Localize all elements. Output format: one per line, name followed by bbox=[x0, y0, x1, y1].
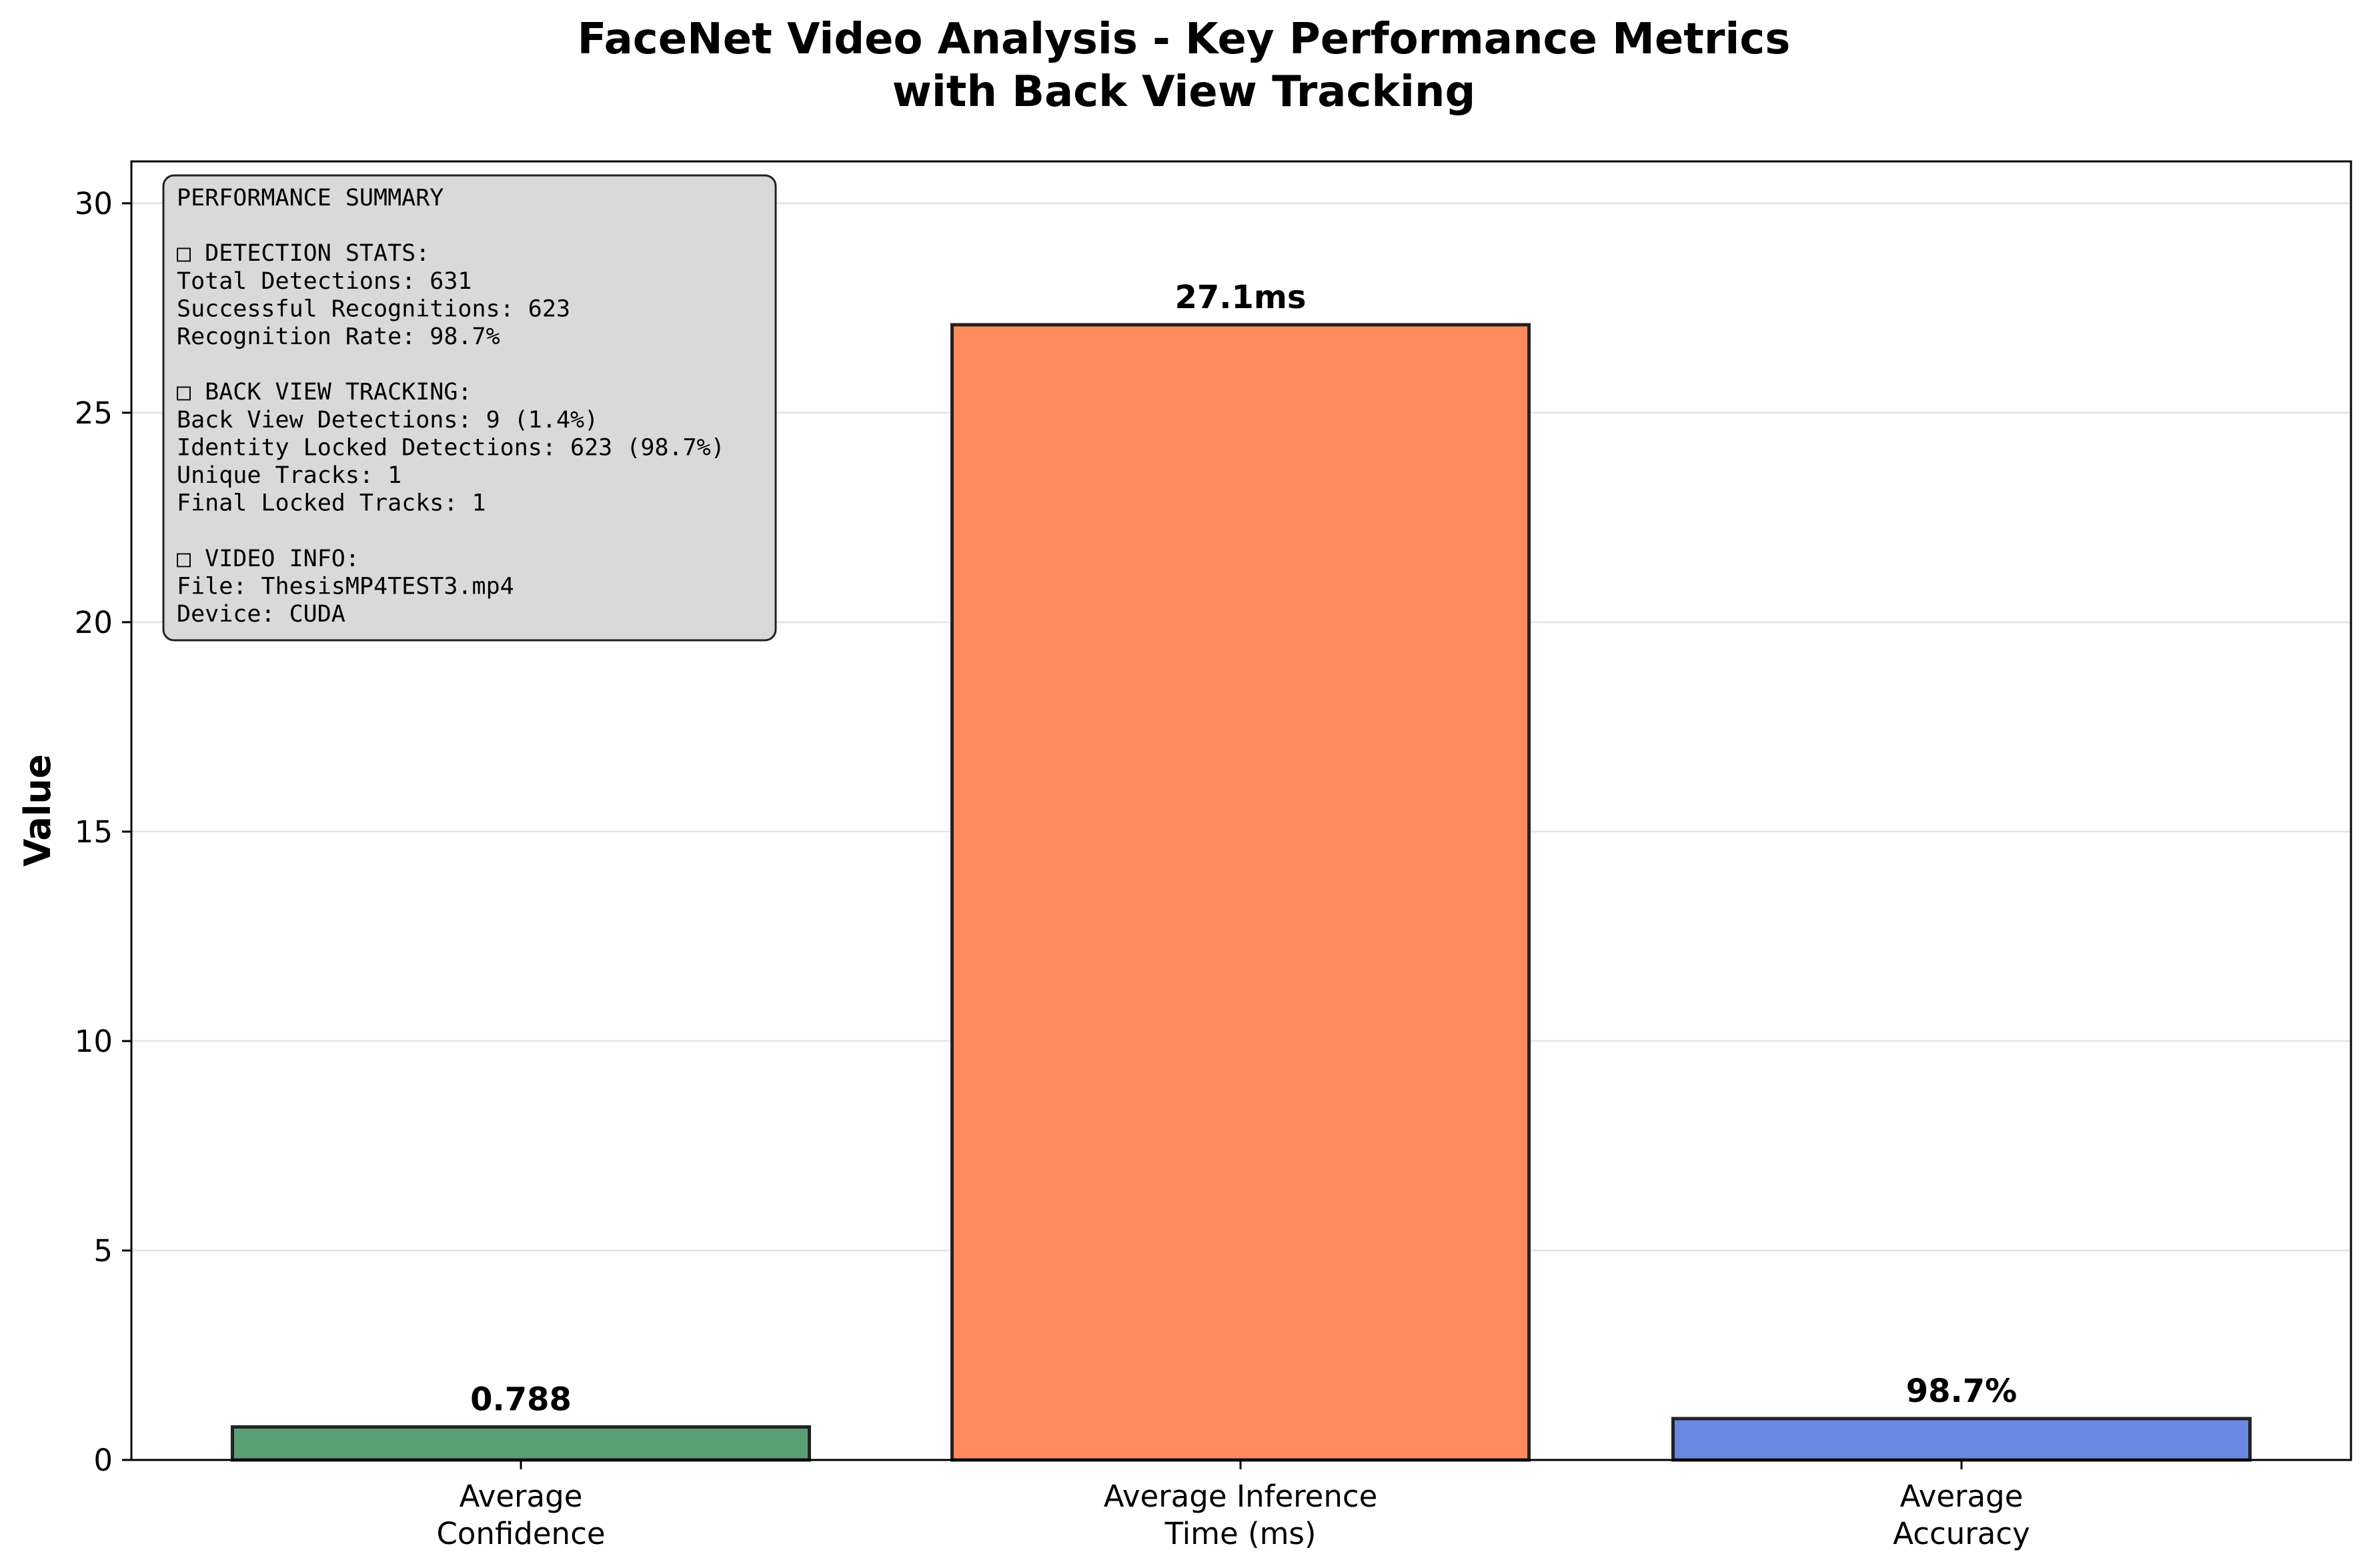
summary-line: □ VIDEO INFO: bbox=[177, 546, 359, 572]
y-tick-label: 5 bbox=[93, 1233, 113, 1269]
y-tick-label: 10 bbox=[75, 1024, 113, 1059]
y-axis-label: Value bbox=[17, 754, 59, 867]
x-tick-label: Average Inference bbox=[1104, 1479, 1378, 1514]
x-tick-label: Accuracy bbox=[1893, 1516, 2030, 1551]
bar-2 bbox=[950, 323, 1531, 1462]
summary-line: Back View Detections: 9 (1.4%) bbox=[177, 407, 598, 434]
summary-line: □ BACK VIEW TRACKING: bbox=[177, 379, 472, 406]
x-tick-label: Average bbox=[460, 1479, 583, 1514]
summary-line: Identity Locked Detections: 623 (98.7%) bbox=[177, 434, 725, 461]
bar-value-label: 27.1ms bbox=[1174, 279, 1306, 316]
performance-summary-box: PERFORMANCE SUMMARY □ DETECTION STATS:Tot… bbox=[162, 174, 777, 642]
y-tick-label: 15 bbox=[75, 814, 113, 850]
summary-line: Recognition Rate: 98.7% bbox=[177, 323, 500, 350]
bar-value-label: 0.788 bbox=[470, 1381, 572, 1419]
y-tick-label: 20 bbox=[75, 605, 113, 640]
y-tick-label: 25 bbox=[75, 396, 113, 431]
x-tick-label: Time (ms) bbox=[1164, 1516, 1317, 1551]
chart-title-line: with Back View Tracking bbox=[892, 67, 1476, 117]
bar-3 bbox=[1671, 1417, 2252, 1462]
chart-title-line: FaceNet Video Analysis - Key Performance… bbox=[578, 15, 1791, 64]
chart-title: FaceNet Video Analysis - Key Performance… bbox=[578, 15, 1791, 117]
y-axis: 0 5 10 15 20 25 30 bbox=[75, 186, 131, 1478]
summary-line: Successful Recognitions: 623 bbox=[177, 295, 570, 322]
y-tick-label: 30 bbox=[75, 186, 113, 221]
x-tick-label: Average bbox=[1900, 1479, 2024, 1514]
summary-line: Total Detections: 631 bbox=[177, 268, 472, 295]
summary-line: Unique Tracks: 1 bbox=[177, 462, 402, 489]
summary-line: PERFORMANCE SUMMARY bbox=[177, 185, 444, 211]
summary-line: File: ThesisMP4TEST3.mp4 bbox=[177, 573, 514, 600]
summary-line: □ DETECTION STATS: bbox=[177, 240, 430, 267]
bar-1 bbox=[231, 1425, 811, 1462]
summary-line: Device: CUDA bbox=[177, 601, 345, 628]
summary-line: Final Locked Tracks: 1 bbox=[177, 490, 486, 517]
bar-value-label: 98.7% bbox=[1906, 1373, 2018, 1410]
summary-box-background bbox=[162, 174, 777, 642]
bars: 0.788 27.1ms 98.7% bbox=[231, 279, 2252, 1462]
y-tick-label: 0 bbox=[93, 1443, 113, 1478]
x-tick-label: Confidence bbox=[436, 1516, 605, 1551]
